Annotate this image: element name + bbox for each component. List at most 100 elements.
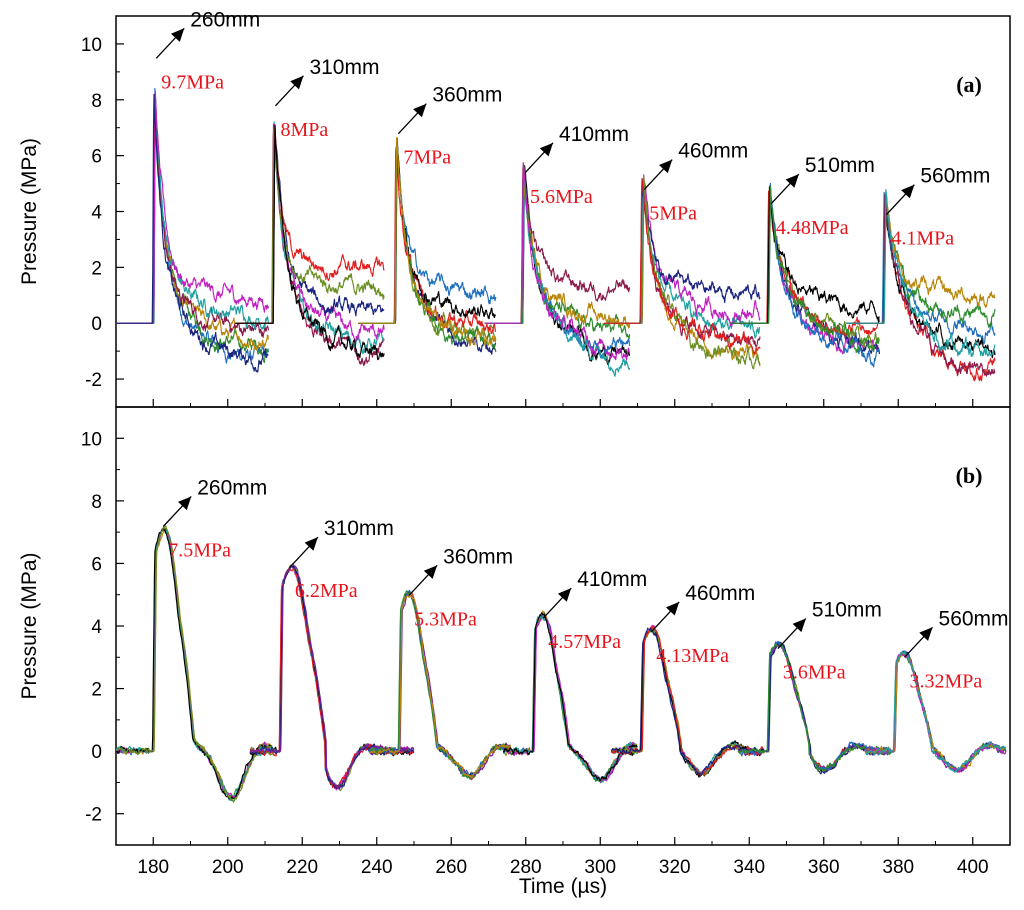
series-line <box>864 653 1007 773</box>
annotation-arrowhead <box>658 159 673 174</box>
series-line <box>235 124 385 361</box>
pulse-group-560mm <box>864 650 1007 773</box>
x-tick-label: 200 <box>212 857 244 878</box>
x-tick-label: 280 <box>510 857 542 878</box>
annotation-arrowhead <box>423 565 438 579</box>
series-line <box>502 612 638 782</box>
annotation-arrowhead <box>177 496 192 511</box>
y-tick-label: 8 <box>91 492 102 513</box>
peak-label: 3.6MPa <box>783 662 846 684</box>
y-tick-label: 4 <box>91 203 102 224</box>
series-line <box>249 567 415 790</box>
y-tick-label: 0 <box>91 742 102 763</box>
annotation-arrowhead <box>413 103 427 118</box>
pulse-group-410mm <box>484 162 631 377</box>
y-tick-label: 10 <box>81 35 102 56</box>
x-tick-label: 180 <box>137 857 169 878</box>
y-tick-label: 4 <box>91 617 102 638</box>
y-tick-label: 10 <box>81 429 102 450</box>
panel-label: (b) <box>956 463 983 488</box>
annotation-arrowhead <box>539 142 554 157</box>
distance-label: 310mm <box>309 56 379 79</box>
panel-b: -2 0 2 4 6 8 10 180 200 220 240 260 280 300 320 340 360 3… <box>18 406 1011 898</box>
annotation-arrowhead <box>557 588 572 602</box>
peak-label: 4.48MPa <box>776 217 849 239</box>
peak-label: 4.1MPa <box>891 228 954 250</box>
pulse-group-260mm <box>116 525 273 803</box>
panel-a: -2 0 2 4 6 8 10 Pressure (MPa) (a) 260mm 9.7MPa 310… <box>18 8 1011 408</box>
distance-label: 410mm <box>577 568 647 591</box>
distance-label: 460mm <box>685 582 755 605</box>
series-line <box>610 627 757 776</box>
distance-label: 360mm <box>432 84 502 107</box>
y-tick-label: 6 <box>91 554 102 575</box>
y-tick-label: 0 <box>91 314 102 335</box>
series-line <box>845 189 996 357</box>
y-tick-label: -2 <box>85 805 102 826</box>
y-tick-label: 8 <box>91 91 102 112</box>
y-tick-label: 2 <box>91 258 102 279</box>
annotation-arrowhead <box>919 627 933 641</box>
traces <box>116 525 1007 803</box>
peak-label: 3.32MPa <box>910 670 983 692</box>
peak-label: 5MPa <box>649 203 697 225</box>
y-tick-label: 6 <box>91 147 102 168</box>
annotation-arrowhead <box>170 28 185 42</box>
pulse-group-460mm <box>610 624 757 778</box>
distance-label: 560mm <box>920 165 990 188</box>
pulse-group-410mm <box>502 610 638 784</box>
pulse-group-360mm <box>368 589 512 781</box>
series-line <box>603 177 761 355</box>
panel-label: (a) <box>956 72 982 97</box>
annotation-arrowhead <box>665 601 680 616</box>
peak-label: 7MPa <box>403 147 451 169</box>
x-tick-label: 340 <box>733 857 765 878</box>
peak-label: 7.5MPa <box>168 540 231 562</box>
series-line <box>864 651 1007 773</box>
pulse-group-260mm <box>116 87 269 373</box>
y-tick-label: 2 <box>91 680 102 701</box>
series-line <box>116 93 269 373</box>
x-tick-label: 320 <box>659 857 691 878</box>
peak-label: 9.7MPa <box>161 71 224 93</box>
x-tick-label: 400 <box>957 857 989 878</box>
x-tick-label: 220 <box>286 857 318 878</box>
pulse-group-310mm <box>235 121 385 367</box>
distance-label: 510mm <box>805 154 875 177</box>
series-line <box>737 643 891 773</box>
pulse-group-460mm <box>603 174 761 370</box>
x-axis-title: Time (µs) <box>519 875 607 898</box>
distance-label: 260mm <box>190 8 260 31</box>
peak-label: 4.13MPa <box>656 645 729 667</box>
distance-label: 410mm <box>559 123 629 146</box>
series-line <box>484 162 631 361</box>
annotation-arrowhead <box>785 174 799 188</box>
series-line <box>358 137 497 347</box>
traces <box>116 87 996 382</box>
y-axis-title: Pressure (MPa) <box>18 138 41 285</box>
x-tick-label: 300 <box>584 857 616 878</box>
x-tick-label: 380 <box>882 857 914 878</box>
series-line <box>368 594 512 779</box>
series-line <box>730 185 880 354</box>
annotation-arrowhead <box>304 537 318 551</box>
x-tick-label: 360 <box>808 857 840 878</box>
peak-label: 6.2MPa <box>295 580 358 602</box>
pulse-group-510mm <box>730 182 881 368</box>
pulse-group-560mm <box>845 189 996 382</box>
distance-label: 360mm <box>443 545 513 568</box>
y-tick-label: -2 <box>85 370 102 391</box>
y-axis-title: Pressure (MPa) <box>18 552 41 699</box>
annotation-arrowhead <box>792 618 806 633</box>
annotation-arrowhead <box>290 75 304 90</box>
distance-label: 560mm <box>939 607 1009 630</box>
distance-label: 310mm <box>324 517 394 540</box>
annotation-arrowhead <box>901 184 915 199</box>
series-line <box>116 525 273 803</box>
peak-label: 4.57MPa <box>548 631 621 653</box>
peak-label: 5.3MPa <box>414 608 477 630</box>
distance-label: 460mm <box>678 140 748 163</box>
distance-label: 510mm <box>812 599 882 622</box>
